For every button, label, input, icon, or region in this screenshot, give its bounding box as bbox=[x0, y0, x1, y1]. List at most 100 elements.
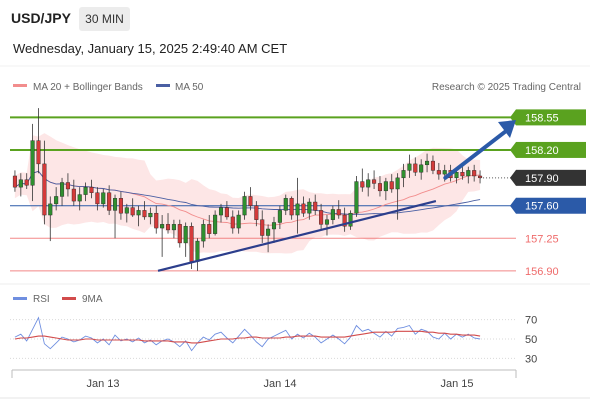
candle bbox=[301, 196, 306, 217]
level-label-157-60: 157.60 bbox=[525, 201, 559, 213]
candle bbox=[407, 154, 412, 178]
candle bbox=[65, 173, 70, 197]
level-label-158-20: 158.20 bbox=[525, 145, 559, 157]
candle bbox=[430, 155, 435, 175]
candle-body bbox=[289, 198, 294, 216]
timeframe-badge[interactable]: 30 MIN bbox=[79, 7, 130, 31]
candle bbox=[201, 219, 206, 248]
level-label-bg-157-60 bbox=[516, 197, 586, 214]
rsi-legend: RSI 9MA bbox=[13, 294, 103, 305]
candle-body bbox=[319, 210, 324, 225]
ma50-legend-swatch bbox=[156, 84, 170, 87]
candle-body bbox=[277, 210, 282, 223]
credit-text: Research © 2025 Trading Central bbox=[432, 82, 581, 93]
candle-body bbox=[65, 182, 70, 190]
candle-body bbox=[107, 192, 112, 211]
candle bbox=[118, 191, 123, 220]
candle bbox=[207, 215, 212, 239]
timestamp: Wednesday, January 15, 2025 2:49:40 AM C… bbox=[13, 41, 288, 56]
candle-body bbox=[301, 203, 306, 214]
candle bbox=[242, 191, 247, 220]
candle bbox=[313, 194, 318, 216]
candle-body bbox=[248, 196, 253, 206]
candle bbox=[372, 170, 377, 189]
candle-body bbox=[472, 170, 477, 177]
main-legend: MA 20 + Bollinger Bands MA 50 Research ©… bbox=[13, 82, 581, 93]
candle bbox=[107, 185, 112, 216]
candle bbox=[177, 219, 182, 248]
candle-body bbox=[142, 210, 147, 218]
main-plot-area bbox=[10, 108, 516, 272]
candle bbox=[295, 177, 300, 234]
level-label-156-90: 156.90 bbox=[525, 266, 559, 278]
candle-body bbox=[101, 192, 106, 205]
candle-body bbox=[271, 222, 277, 230]
candle bbox=[289, 196, 294, 220]
ma20-legend-swatch bbox=[13, 84, 27, 87]
ma20-legend-label: MA 20 + Bollinger Bands bbox=[33, 82, 143, 93]
candle bbox=[165, 213, 171, 234]
candle-body bbox=[383, 181, 388, 192]
candle bbox=[254, 201, 259, 227]
candle bbox=[330, 205, 335, 225]
candle bbox=[124, 203, 129, 223]
candle-body bbox=[30, 140, 35, 186]
x-tick-jan-14: Jan 14 bbox=[263, 378, 296, 390]
candle-body bbox=[313, 201, 318, 211]
candle-body bbox=[12, 175, 17, 188]
candle bbox=[60, 177, 65, 206]
candle-body bbox=[389, 181, 394, 190]
candle bbox=[336, 200, 341, 219]
candle-body bbox=[48, 203, 53, 216]
candle-body bbox=[236, 214, 241, 229]
x-tick-jan-13: Jan 13 bbox=[86, 378, 119, 390]
candle-body bbox=[148, 212, 153, 218]
candle bbox=[413, 157, 418, 176]
level-label-157-25: 157.25 bbox=[525, 233, 559, 245]
candle bbox=[83, 182, 88, 202]
candle bbox=[171, 219, 176, 239]
candle-body bbox=[307, 201, 312, 214]
x-tick-jan-15: Jan 15 bbox=[440, 378, 473, 390]
candle bbox=[54, 187, 59, 211]
candle bbox=[42, 140, 47, 225]
candle-body bbox=[177, 224, 182, 244]
candle-body bbox=[254, 205, 259, 220]
candle-body bbox=[419, 164, 424, 173]
candle bbox=[277, 205, 282, 229]
candle-body bbox=[60, 182, 65, 197]
ma50-legend-label: MA 50 bbox=[175, 82, 204, 93]
candle bbox=[136, 205, 141, 227]
candle bbox=[18, 173, 23, 197]
level-label-158-55: 158.55 bbox=[525, 112, 559, 124]
candle bbox=[401, 163, 406, 188]
candle-body bbox=[395, 177, 400, 190]
candle bbox=[30, 123, 35, 202]
forecast-arrow-shaft bbox=[443, 129, 508, 180]
candle bbox=[71, 179, 76, 206]
candle-body bbox=[336, 209, 341, 216]
forecast-arrow-head bbox=[498, 120, 516, 139]
candle-body bbox=[189, 225, 194, 262]
support-trendline bbox=[157, 200, 437, 272]
candle-body bbox=[324, 219, 330, 225]
candle-body bbox=[130, 207, 135, 216]
candle bbox=[395, 173, 400, 220]
rsi-line bbox=[14, 316, 481, 352]
candle-body bbox=[136, 210, 141, 216]
candle-body bbox=[207, 224, 212, 234]
rsi-legend-swatch bbox=[13, 297, 27, 300]
candle bbox=[36, 108, 41, 174]
candle bbox=[48, 196, 53, 242]
candle-body bbox=[348, 212, 353, 227]
candle bbox=[130, 198, 135, 217]
candle-body bbox=[54, 196, 59, 205]
candle-body bbox=[436, 170, 441, 175]
candle bbox=[154, 205, 159, 234]
level-label-bg-158-55 bbox=[516, 109, 586, 126]
candle-body bbox=[342, 214, 347, 227]
candle bbox=[425, 153, 430, 173]
candle bbox=[283, 194, 288, 216]
bollinger-band bbox=[14, 133, 481, 254]
candle bbox=[248, 187, 253, 211]
